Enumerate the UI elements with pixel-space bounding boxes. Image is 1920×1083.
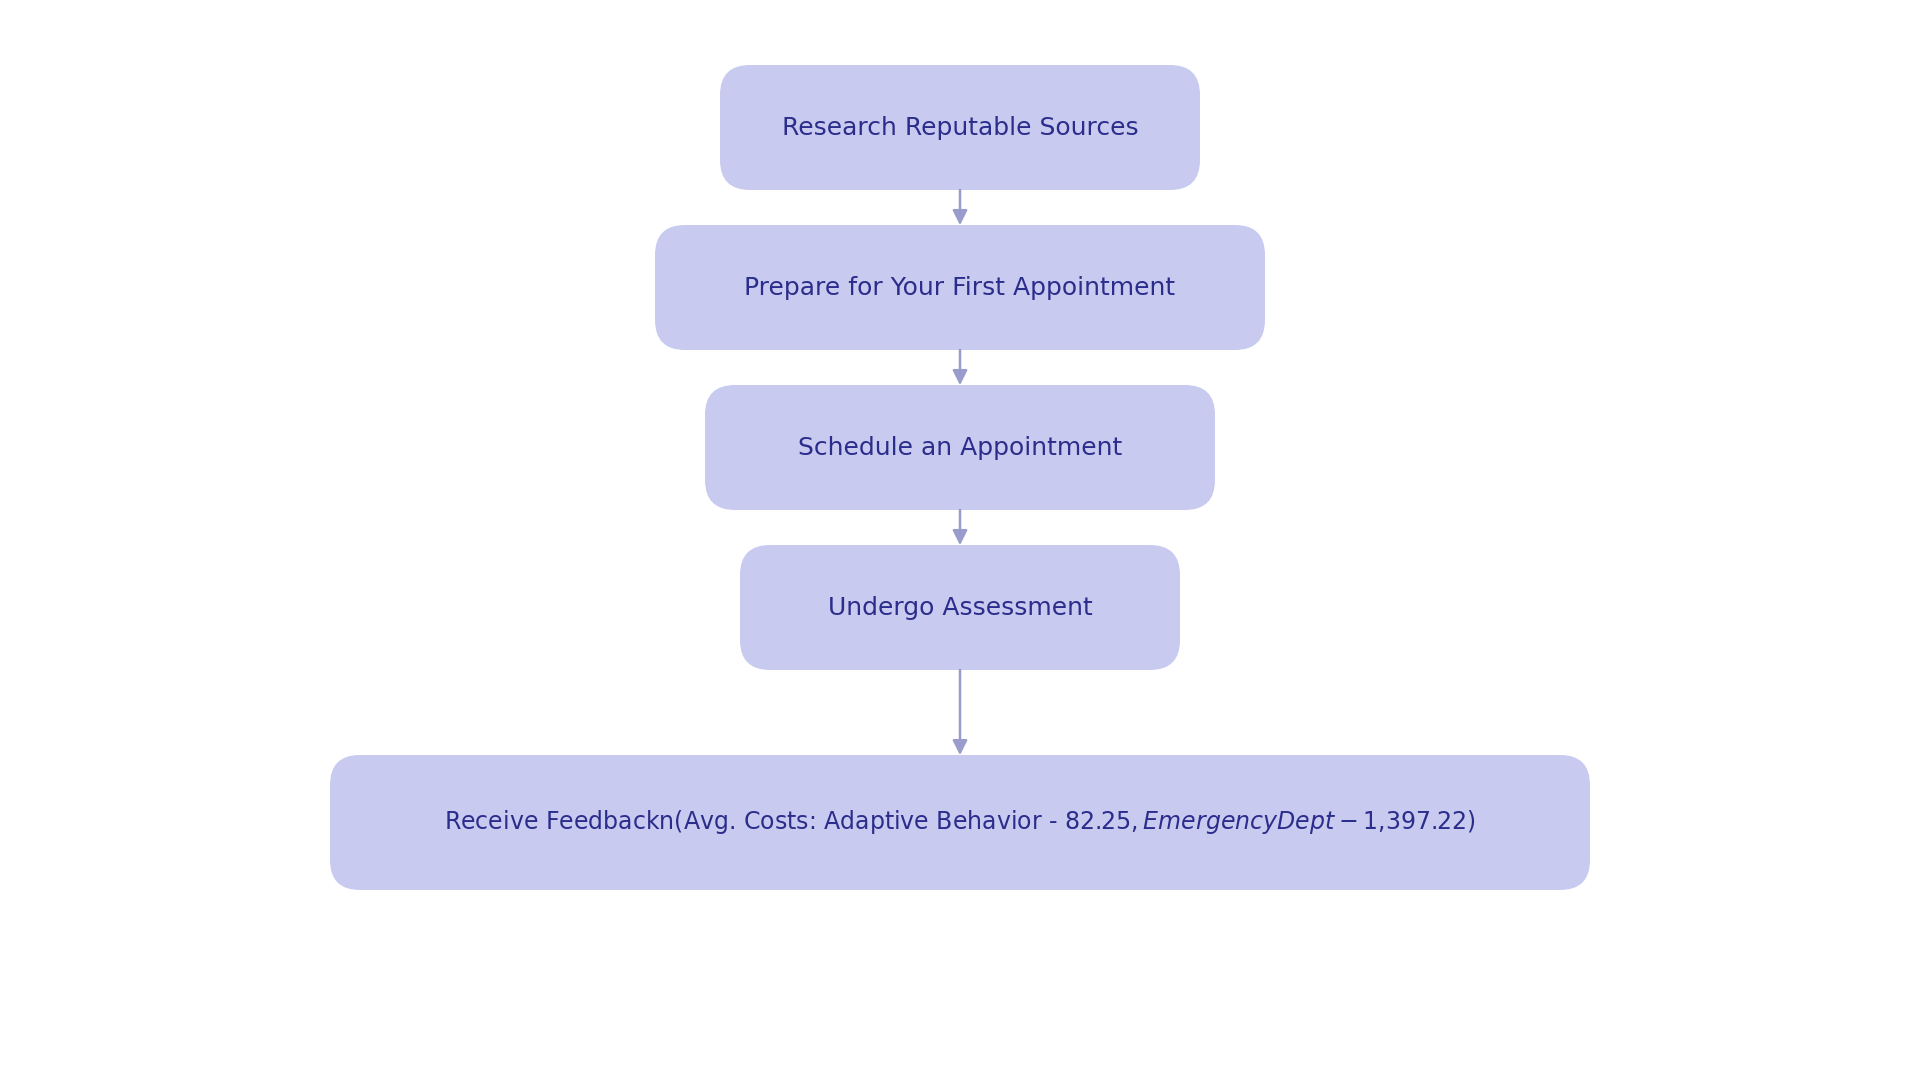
Text: Receive Feedbackn(Avg. Costs: Adaptive Behavior - $82.25, Emergency Dept - $1,39: Receive Feedbackn(Avg. Costs: Adaptive B…	[444, 809, 1476, 836]
Text: Prepare for Your First Appointment: Prepare for Your First Appointment	[745, 275, 1175, 300]
FancyBboxPatch shape	[655, 225, 1265, 350]
Text: Research Reputable Sources: Research Reputable Sources	[781, 116, 1139, 140]
FancyBboxPatch shape	[330, 755, 1590, 890]
FancyBboxPatch shape	[739, 545, 1181, 670]
FancyBboxPatch shape	[705, 384, 1215, 510]
Text: Schedule an Appointment: Schedule an Appointment	[799, 435, 1121, 459]
FancyBboxPatch shape	[720, 65, 1200, 190]
Text: Undergo Assessment: Undergo Assessment	[828, 596, 1092, 619]
